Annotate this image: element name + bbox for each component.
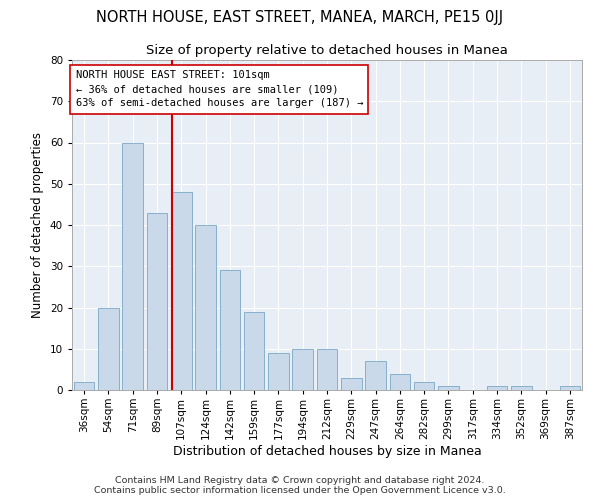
Bar: [74, 382, 94, 390]
Bar: [389, 374, 410, 390]
Bar: [487, 386, 508, 390]
Bar: [122, 142, 143, 390]
Title: Size of property relative to detached houses in Manea: Size of property relative to detached ho…: [146, 44, 508, 58]
Text: NORTH HOUSE, EAST STREET, MANEA, MARCH, PE15 0JJ: NORTH HOUSE, EAST STREET, MANEA, MARCH, …: [97, 10, 503, 25]
Bar: [292, 349, 313, 390]
Bar: [220, 270, 240, 390]
Bar: [244, 312, 265, 390]
Y-axis label: Number of detached properties: Number of detached properties: [31, 132, 44, 318]
Bar: [146, 212, 167, 390]
Bar: [438, 386, 459, 390]
Bar: [98, 308, 119, 390]
Bar: [171, 192, 191, 390]
Bar: [317, 349, 337, 390]
Bar: [511, 386, 532, 390]
Bar: [195, 225, 216, 390]
Bar: [268, 353, 289, 390]
Bar: [560, 386, 580, 390]
Bar: [365, 361, 386, 390]
Text: Contains HM Land Registry data © Crown copyright and database right 2024.
Contai: Contains HM Land Registry data © Crown c…: [94, 476, 506, 495]
Bar: [414, 382, 434, 390]
Text: NORTH HOUSE EAST STREET: 101sqm
← 36% of detached houses are smaller (109)
63% o: NORTH HOUSE EAST STREET: 101sqm ← 36% of…: [76, 70, 363, 108]
X-axis label: Distribution of detached houses by size in Manea: Distribution of detached houses by size …: [173, 444, 481, 458]
Bar: [341, 378, 362, 390]
